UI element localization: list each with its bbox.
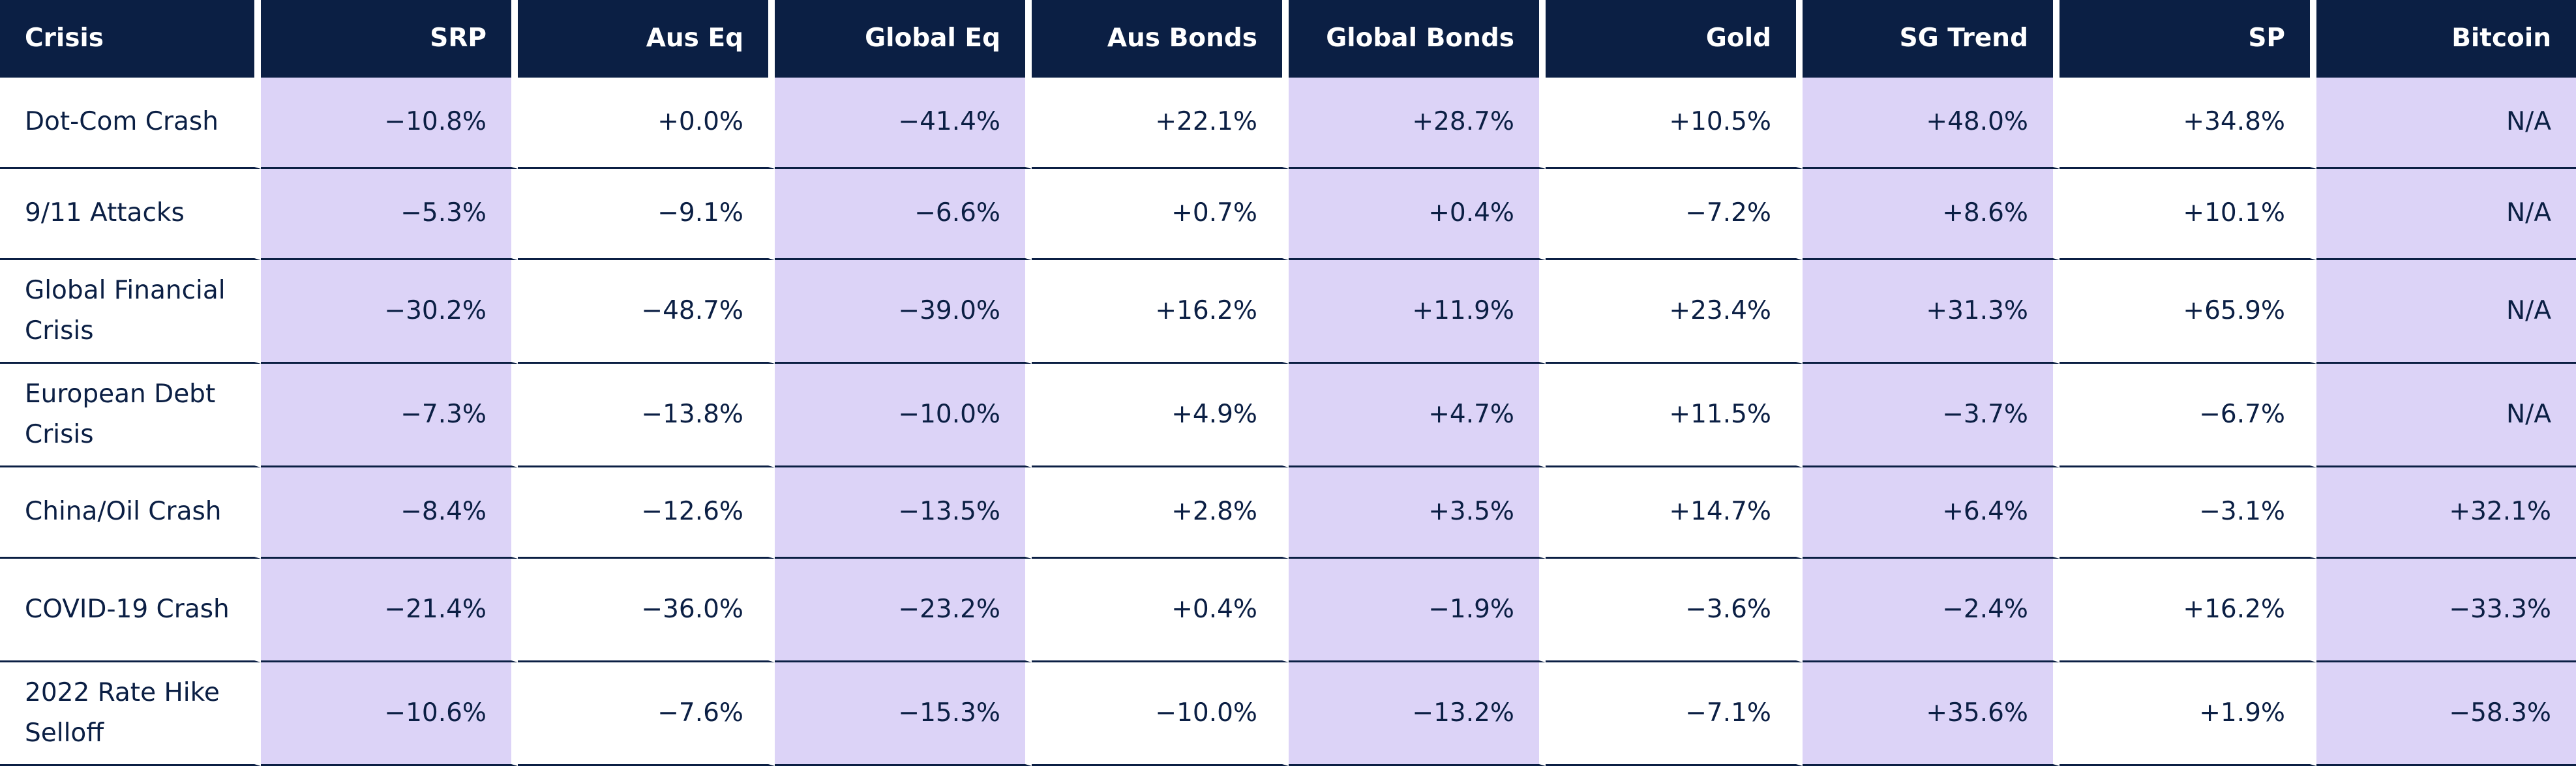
return-cell: −1.9% (1289, 559, 1546, 662)
crisis-name: COVID-19 Crash (0, 559, 261, 662)
header-row: Crisis SRP Aus Eq Global Eq Aus Bonds Global … (0, 0, 2576, 78)
return-cell: −36.0% (518, 559, 775, 662)
return-cell: −7.6% (518, 662, 775, 766)
return-cell: −39.0% (775, 260, 1032, 364)
table-row: European Debt Crisis −7.3% −13.8% −10.0% +4.… (0, 364, 2576, 467)
return-cell: +11.9% (1289, 260, 1546, 364)
return-cell: N/A (2316, 78, 2576, 169)
return-cell: −10.8% (261, 78, 518, 169)
return-cell: +0.0% (518, 78, 775, 169)
return-cell: +4.7% (1289, 364, 1546, 467)
return-cell: +65.9% (2059, 260, 2316, 364)
return-cell: +6.4% (1803, 467, 2059, 559)
table-body: Dot-Com Crash −10.8% +0.0% −41.4% +22.1% +28.… (0, 78, 2576, 766)
return-cell: +31.3% (1803, 260, 2059, 364)
return-cell: +4.9% (1032, 364, 1289, 467)
header-cell: Crisis (0, 0, 261, 78)
return-cell: N/A (2316, 169, 2576, 260)
return-cell: +8.6% (1803, 169, 2059, 260)
return-cell: −10.0% (1032, 662, 1289, 766)
return-cell: −5.3% (261, 169, 518, 260)
return-cell: +35.6% (1803, 662, 2059, 766)
return-cell: +16.2% (1032, 260, 1289, 364)
return-cell: −10.0% (775, 364, 1032, 467)
return-cell: −23.2% (775, 559, 1032, 662)
header-cell: Global Eq (775, 0, 1032, 78)
header-cell: SG Trend (1803, 0, 2059, 78)
return-cell: +23.4% (1546, 260, 1803, 364)
table-row: 9/11 Attacks −5.3% −9.1% −6.6% +0.7% +0.4% −7.… (0, 169, 2576, 260)
crisis-name: China/Oil Crash (0, 467, 261, 559)
return-cell: +16.2% (2059, 559, 2316, 662)
crisis-name: 9/11 Attacks (0, 169, 261, 260)
table-row: Global Financial Crisis −30.2% −48.7% −39.0… (0, 260, 2576, 364)
return-cell: −58.3% (2316, 662, 2576, 766)
return-cell: −8.4% (261, 467, 518, 559)
header-cell: Aus Bonds (1032, 0, 1289, 78)
return-cell: −15.3% (775, 662, 1032, 766)
return-cell: −6.6% (775, 169, 1032, 260)
return-cell: +32.1% (2316, 467, 2576, 559)
return-cell: +3.5% (1289, 467, 1546, 559)
return-cell: −13.8% (518, 364, 775, 467)
return-cell: −2.4% (1803, 559, 2059, 662)
header-cell: Gold (1546, 0, 1803, 78)
return-cell: −48.7% (518, 260, 775, 364)
return-cell: +10.1% (2059, 169, 2316, 260)
header-cell: SP (2059, 0, 2316, 78)
return-cell: −7.3% (261, 364, 518, 467)
table-row: COVID-19 Crash −21.4% −36.0% −23.2% +0.4% −1.… (0, 559, 2576, 662)
return-cell: +14.7% (1546, 467, 1803, 559)
return-cell: −41.4% (775, 78, 1032, 169)
header-cell: Bitcoin (2316, 0, 2576, 78)
table-row: China/Oil Crash −8.4% −12.6% −13.5% +2.8% +3.… (0, 467, 2576, 559)
return-cell: +28.7% (1289, 78, 1546, 169)
header-cell: Global Bonds (1289, 0, 1546, 78)
header-cell: Aus Eq (518, 0, 775, 78)
return-cell: −13.5% (775, 467, 1032, 559)
crisis-name: Dot-Com Crash (0, 78, 261, 169)
return-cell: +0.7% (1032, 169, 1289, 260)
return-cell: −33.3% (2316, 559, 2576, 662)
return-cell: −7.1% (1546, 662, 1803, 766)
crisis-name: 2022 Rate Hike Selloff (0, 662, 261, 766)
return-cell: N/A (2316, 260, 2576, 364)
return-cell: −3.6% (1546, 559, 1803, 662)
header-cell: SRP (261, 0, 518, 78)
return-cell: +0.4% (1289, 169, 1546, 260)
return-cell: +22.1% (1032, 78, 1289, 169)
return-cell: +1.9% (2059, 662, 2316, 766)
return-cell: −12.6% (518, 467, 775, 559)
return-cell: +11.5% (1546, 364, 1803, 467)
return-cell: +48.0% (1803, 78, 2059, 169)
crisis-name: European Debt Crisis (0, 364, 261, 467)
return-cell: −3.1% (2059, 467, 2316, 559)
return-cell: −13.2% (1289, 662, 1546, 766)
return-cell: +34.8% (2059, 78, 2316, 169)
return-cell: −3.7% (1803, 364, 2059, 467)
return-cell: −7.2% (1546, 169, 1803, 260)
return-cell: −9.1% (518, 169, 775, 260)
return-cell: −10.6% (261, 662, 518, 766)
return-cell: −6.7% (2059, 364, 2316, 467)
return-cell: +0.4% (1032, 559, 1289, 662)
return-cell: N/A (2316, 364, 2576, 467)
return-cell: +2.8% (1032, 467, 1289, 559)
table-row: Dot-Com Crash −10.8% +0.0% −41.4% +22.1% +28.… (0, 78, 2576, 169)
return-cell: −21.4% (261, 559, 518, 662)
crisis-name: Global Financial Crisis (0, 260, 261, 364)
return-cell: +10.5% (1546, 78, 1803, 169)
return-cell: −30.2% (261, 260, 518, 364)
table-row: 2022 Rate Hike Selloff −10.6% −7.6% −15.3% −… (0, 662, 2576, 766)
